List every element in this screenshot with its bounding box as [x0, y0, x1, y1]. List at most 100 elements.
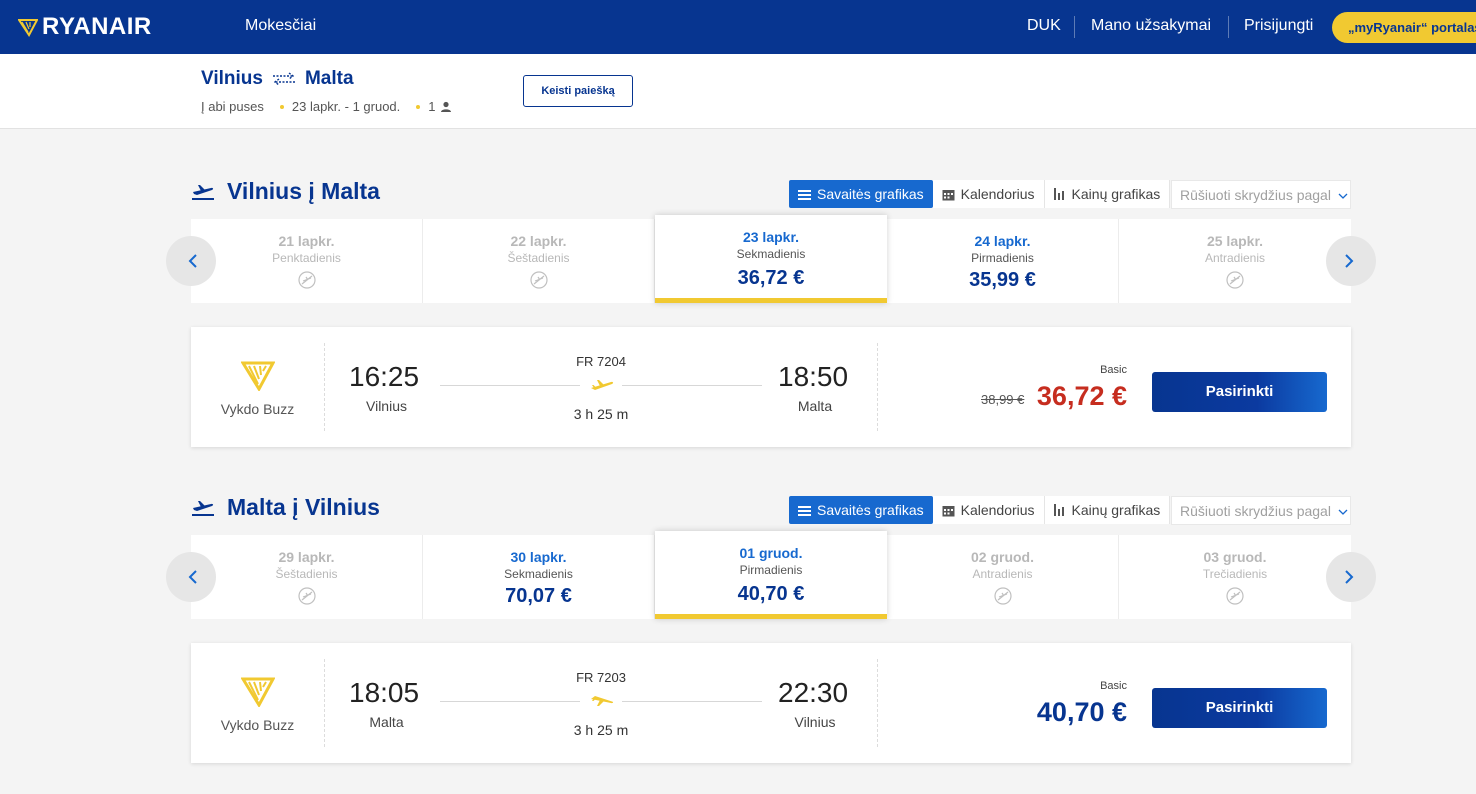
- operator-name: Vykdo Buzz: [220, 401, 295, 417]
- inbound-sort-select[interactable]: Rūšiuoti skrydžius pagal: [1171, 496, 1351, 525]
- weekday-label: Trečiadienis: [1202, 567, 1268, 581]
- sale-price: 36,72 €: [1036, 381, 1127, 411]
- price-chart-view-tab[interactable]: Kainų grafikas: [1045, 496, 1171, 524]
- departure-city: Malta: [369, 714, 404, 730]
- route-line: [440, 385, 580, 386]
- trip-type: Į abi puses: [201, 99, 264, 114]
- outbound-flight-card: Vykdo Buzz 16:25 Vilnius FR 7204 3 h 25 …: [191, 327, 1351, 447]
- bar-chart-icon: [1053, 504, 1064, 516]
- calendar-view-tab[interactable]: Kalendorius: [933, 496, 1045, 524]
- card-divider: [324, 659, 325, 747]
- top-navigation: RYANAIR Mokesčiai DUK Mano užsakymai Pri…: [0, 0, 1476, 54]
- date-label: 25 lapkr.: [1206, 233, 1264, 249]
- weekday-label: Sekmadienis: [736, 247, 806, 261]
- separator-dot: [416, 104, 421, 109]
- no-flight-icon: [1226, 587, 1244, 605]
- date-cell[interactable]: 30 lapkr. Sekmadienis 70,07 €: [423, 535, 655, 619]
- date-cell[interactable]: 24 lapkr. Pirmadienis 35,99 €: [887, 219, 1119, 303]
- trip-dates: 23 lapkr. - 1 gruod.: [291, 99, 401, 114]
- calendar-view-label: Kalendorius: [960, 186, 1035, 202]
- date-label: 22 lapkr.: [510, 233, 567, 249]
- route-title: Vilnius Malta: [201, 68, 354, 90]
- departure-city: Vilnius: [366, 398, 407, 414]
- outbound-section-title: Vilnius į Malta: [191, 178, 380, 205]
- selected-indicator: [655, 298, 887, 303]
- price-chart-view-tab[interactable]: Kainų grafikas: [1045, 180, 1171, 208]
- ryanair-logo[interactable]: RYANAIR: [18, 13, 152, 41]
- weekly-view-tab[interactable]: Savaitės grafikas: [789, 180, 933, 208]
- inbound-section-title: Malta į Vilnius: [191, 494, 380, 521]
- flight-number: FR 7203: [576, 670, 626, 685]
- date-label: 30 lapkr.: [510, 549, 567, 565]
- date-cell: 25 lapkr. Antradienis: [1119, 219, 1351, 303]
- weekday-label: Sekmadienis: [504, 567, 573, 581]
- nav-login-link[interactable]: Prisijungti: [1244, 17, 1314, 34]
- chevron-right-icon: [1345, 254, 1354, 268]
- date-price: 36,72 €: [737, 267, 805, 289]
- harp-logo-icon: [241, 361, 275, 391]
- next-dates-button[interactable]: [1326, 236, 1376, 286]
- select-flight-button[interactable]: Pasirinkti: [1152, 688, 1327, 728]
- fare-type: Basic: [1100, 364, 1127, 376]
- no-flight-icon: [1226, 271, 1244, 289]
- weekday-label: Antradienis: [972, 567, 1033, 581]
- outbound-view-toggle: Savaitės grafikas Kalendorius Kainų graf…: [789, 180, 1171, 208]
- list-icon: [798, 189, 811, 200]
- departure-plane-icon: [192, 500, 214, 516]
- weekday-label: Penktadienis: [272, 251, 341, 265]
- previous-dates-button[interactable]: [166, 236, 216, 286]
- arrival-time: 22:30: [778, 677, 849, 708]
- chevron-down-icon: [1338, 509, 1348, 515]
- search-summary: Vilnius Malta Į abi puses 23 lapkr. - 1 …: [0, 54, 1476, 129]
- weekday-label: Pirmadienis: [739, 563, 803, 577]
- chevron-left-icon: [188, 254, 197, 268]
- flight-price: 40,70 €: [1036, 697, 1127, 727]
- arrival-city: Vilnius: [794, 714, 836, 730]
- origin-city: Vilnius: [201, 68, 263, 89]
- myryanair-portal-button[interactable]: „myRyanair“ portalas: [1332, 12, 1476, 43]
- change-search-button[interactable]: Keisti paiešką: [523, 75, 633, 107]
- date-label: 21 lapkr.: [278, 233, 335, 249]
- arrival-city: Malta: [797, 398, 833, 414]
- weekly-view-label: Savaitės grafikas: [817, 502, 924, 518]
- date-price: 40,70 €: [737, 583, 805, 605]
- departure-time: 18:05: [349, 677, 420, 708]
- select-flight-button[interactable]: Pasirinkti: [1152, 372, 1327, 412]
- outbound-title: Vilnius į Malta: [227, 178, 380, 204]
- harp-logo-icon: [18, 19, 38, 37]
- original-price: 38,99 €: [981, 392, 1025, 407]
- date-label: 02 gruod.: [970, 549, 1034, 565]
- route-line: [622, 701, 762, 702]
- nav-bookings-link[interactable]: Mano užsakymai: [1091, 17, 1212, 34]
- nav-faq-link[interactable]: DUK: [1027, 17, 1061, 34]
- no-flight-icon: [993, 587, 1012, 605]
- outbound-sort-select[interactable]: Rūšiuoti skrydžius pagal: [1171, 180, 1351, 209]
- date-price: 70,07 €: [505, 585, 572, 607]
- selected-indicator: [655, 614, 887, 619]
- date-label: 01 gruod.: [739, 545, 803, 561]
- no-flight-icon: [297, 587, 316, 605]
- inbound-date-carousel: 29 lapkr. Šeštadienis 30 lapkr. Sekmadie…: [166, 531, 1376, 619]
- calendar-view-tab[interactable]: Kalendorius: [933, 180, 1045, 208]
- calendar-icon: [942, 505, 955, 516]
- weekday-label: Šeštadienis: [275, 567, 338, 581]
- price-chart-view-label: Kainų grafikas: [1071, 502, 1161, 518]
- nav-divider: [1074, 16, 1075, 38]
- brand-name: RYANAIR: [42, 13, 152, 40]
- chevron-down-icon: [1338, 193, 1348, 199]
- nav-fees-link[interactable]: Mokesčiai: [245, 17, 317, 34]
- price-chart-view-label: Kainų grafikas: [1071, 186, 1161, 202]
- date-cell-selected[interactable]: 01 gruod. Pirmadienis 40,70 €: [655, 531, 887, 619]
- date-cell-selected[interactable]: 23 lapkr. Sekmadienis 36,72 €: [655, 215, 887, 303]
- date-label: 23 lapkr.: [742, 229, 800, 245]
- inbound-view-toggle: Savaitės grafikas Kalendorius Kainų graf…: [789, 496, 1171, 524]
- departure-time: 16:25: [349, 361, 420, 392]
- previous-dates-button[interactable]: [166, 552, 216, 602]
- card-divider: [877, 343, 878, 431]
- weekly-view-label: Savaitės grafikas: [817, 186, 924, 202]
- outbound-date-carousel: 21 lapkr. Penktadienis 22 lapkr. Šeštadi…: [166, 215, 1376, 303]
- next-dates-button[interactable]: [1326, 552, 1376, 602]
- no-flight-icon: [529, 271, 548, 289]
- weekly-view-tab[interactable]: Savaitės grafikas: [789, 496, 933, 524]
- date-price: 35,99 €: [969, 269, 1036, 291]
